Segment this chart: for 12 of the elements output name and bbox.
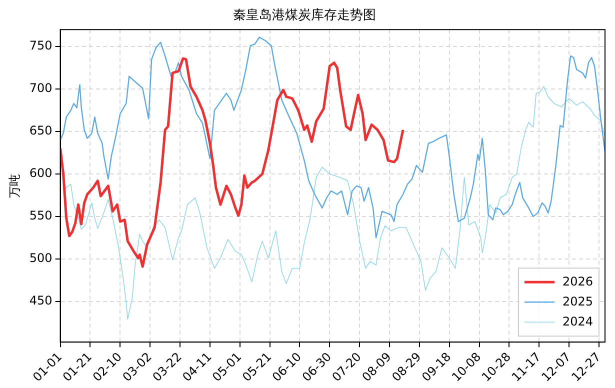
y-tick-label: 600 bbox=[29, 166, 52, 180]
y-tick-label: 750 bbox=[29, 38, 52, 53]
y-tick-label: 450 bbox=[29, 294, 52, 308]
y-axis-title: 万吨 bbox=[7, 174, 22, 198]
y-tick-label: 550 bbox=[29, 208, 52, 223]
y-tick-label: 650 bbox=[29, 124, 52, 138]
chart-title: 秦皇岛港煤炭库存走势图 bbox=[233, 8, 376, 24]
legend-label: 2024 bbox=[562, 314, 594, 328]
y-tick-label: 500 bbox=[29, 251, 52, 266]
legend-label: 2025 bbox=[562, 294, 594, 308]
legend-label: 2026 bbox=[562, 274, 594, 288]
y-tick-label: 700 bbox=[29, 81, 52, 96]
